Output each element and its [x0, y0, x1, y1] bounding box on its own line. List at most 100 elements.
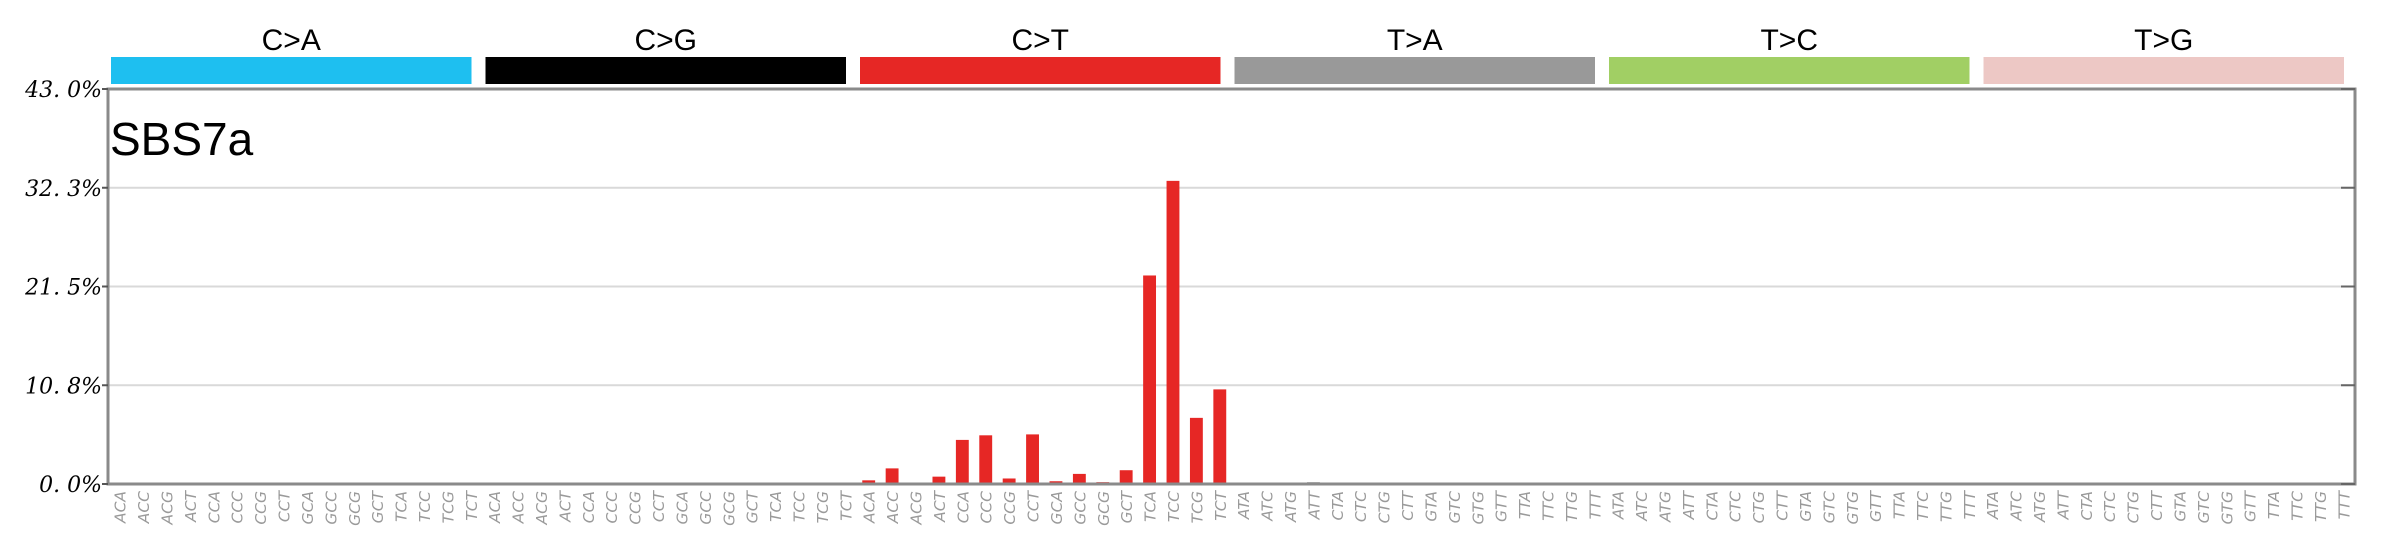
x-tick-label: GTG	[1844, 491, 1862, 525]
gridlines	[108, 186, 2355, 387]
chart-title: SBS7a	[110, 113, 254, 165]
group-label-6: T>G	[2134, 24, 2193, 57]
x-tick-label: GCA	[1048, 491, 1066, 524]
x-tick-label: ACG	[159, 491, 177, 525]
x-axis-ticks: ACA ACC ACG ACT CCA CCC CCG CCT GCA GCC GCG GCT TCA T…	[112, 489, 2354, 525]
x-tick-label: GCT	[1118, 489, 1136, 523]
x-tick-label: GCT	[744, 489, 762, 523]
bar-C-to-T-GCT	[1119, 470, 1133, 484]
x-tick-label: TCC	[1165, 491, 1183, 522]
x-tick-label: ACA	[486, 491, 504, 524]
group-label-5: T>C	[1760, 24, 1818, 57]
x-tick-label: CCT	[1025, 489, 1043, 522]
x-tick-label: ACG	[533, 491, 551, 525]
bar-C-to-T-GCC	[1072, 473, 1086, 484]
x-tick-label: GCG	[1095, 491, 1113, 526]
x-tick-label: TCT	[1212, 489, 1230, 520]
x-tick-label: ATT	[1305, 489, 1323, 520]
x-tick-label: CTC	[1352, 491, 1370, 522]
x-tick-label: GCG	[720, 491, 738, 526]
y-axis-ticks: 0. 0% 10. 8% 21. 5% 32. 3% 43. 0%	[24, 78, 2355, 498]
x-tick-label: CCA	[205, 491, 223, 523]
x-tick-label: ACG	[908, 491, 926, 525]
x-tick-label: CCA	[954, 491, 972, 523]
bar-C-to-T-ACT	[932, 476, 946, 484]
x-tick-label: TCT	[463, 489, 481, 520]
x-tick-label: TCG	[814, 491, 832, 523]
x-tick-label: CTG	[1376, 491, 1394, 523]
x-tick-label: CCG	[252, 491, 270, 525]
y-tick-label: 21. 5%	[24, 276, 102, 301]
bar-C-to-T-CCT	[1026, 434, 1039, 484]
x-tick-label: ATG	[1657, 491, 1675, 523]
bars	[113, 180, 2350, 484]
group-label-2: C>G	[634, 24, 697, 57]
x-tick-label: CTT	[2148, 489, 2166, 520]
x-tick-label: ACC	[884, 491, 902, 524]
x-tick-label: ATA	[1984, 491, 2002, 520]
x-tick-label: GCA	[673, 491, 691, 524]
bar-C-to-T-CCA	[955, 439, 969, 484]
x-tick-label: TTC	[1914, 491, 1932, 521]
x-tick-label: CTC	[1727, 491, 1745, 522]
group-band-4	[1234, 57, 1595, 84]
group-label-4: T>A	[1387, 24, 1443, 57]
x-tick-label: GTC	[1820, 491, 1838, 523]
x-tick-label: ATC	[2008, 491, 2026, 522]
x-tick-label: CTA	[1329, 491, 1347, 520]
x-tick-label: TTG	[2312, 491, 2330, 522]
x-tick-label: TTT	[1586, 489, 1604, 519]
x-tick-label: GCC	[1071, 491, 1089, 525]
x-tick-label: ACT	[931, 489, 949, 522]
x-tick-label: TTA	[2265, 491, 2283, 519]
x-tick-label: TCG	[439, 491, 457, 523]
x-tick-label: CTA	[2078, 491, 2096, 520]
x-tick-label: ATT	[2054, 489, 2072, 520]
bar-C-to-T-CCC	[979, 435, 993, 484]
x-tick-label: CTT	[1774, 489, 1792, 520]
group-label-1: C>A	[262, 24, 321, 57]
x-tick-label: CCG	[627, 491, 645, 525]
x-tick-label: CCC	[603, 491, 621, 524]
x-tick-label: TTG	[1937, 491, 1955, 522]
x-tick-label: GTA	[2171, 491, 2189, 522]
x-tick-label: TTA	[1891, 491, 1909, 519]
x-tick-label: ACT	[182, 489, 200, 522]
bar-C-to-T-ACA	[862, 480, 876, 484]
x-tick-label: CTA	[1703, 491, 1721, 520]
x-tick-label: CTG	[2125, 491, 2143, 523]
x-tick-label: TCC	[790, 491, 808, 522]
x-tick-label: ATC	[1633, 491, 1651, 522]
x-tick-label: ACC	[135, 491, 153, 524]
bar-C-to-T-CCG	[1002, 478, 1016, 484]
y-tick-label: 32. 3%	[25, 177, 102, 202]
y-tick-label: 43. 0%	[24, 78, 102, 103]
bar-C-to-T-TCG	[1189, 417, 1203, 484]
x-tick-label: TCA	[767, 491, 785, 522]
x-tick-label: GCA	[299, 491, 317, 524]
x-tick-label: TCA	[1142, 491, 1160, 522]
group-label-3: C>T	[1011, 24, 1069, 57]
bar-C-to-T-TCT	[1213, 389, 1227, 484]
x-tick-label: TCT	[837, 489, 855, 520]
group-band-5	[1609, 57, 1970, 84]
bar-C-to-T-ACC	[885, 468, 899, 484]
x-tick-label: CCG	[1001, 491, 1019, 525]
x-tick-label: TTC	[1539, 491, 1557, 521]
x-tick-label: GTA	[1422, 491, 1440, 522]
x-tick-label: ATA	[1610, 491, 1628, 520]
bar-C-to-T-TCA	[1143, 275, 1157, 484]
x-tick-label: TCC	[416, 491, 434, 522]
group-band-3	[860, 57, 1221, 84]
mutation-group-bands: C>A C>G C>T T>A T>C T>G	[111, 24, 2344, 84]
group-band-6	[1983, 57, 2344, 84]
x-tick-label: GCC	[322, 491, 340, 525]
x-tick-label: CCA	[580, 491, 598, 523]
x-tick-label: CTG	[1750, 491, 1768, 523]
bar-C-to-T-TCC	[1166, 180, 1180, 484]
x-tick-label: CTT	[1399, 489, 1417, 520]
x-tick-label: GTG	[1469, 491, 1487, 525]
x-tick-label: TCA	[393, 491, 411, 522]
x-tick-label: GTT	[2242, 489, 2260, 521]
